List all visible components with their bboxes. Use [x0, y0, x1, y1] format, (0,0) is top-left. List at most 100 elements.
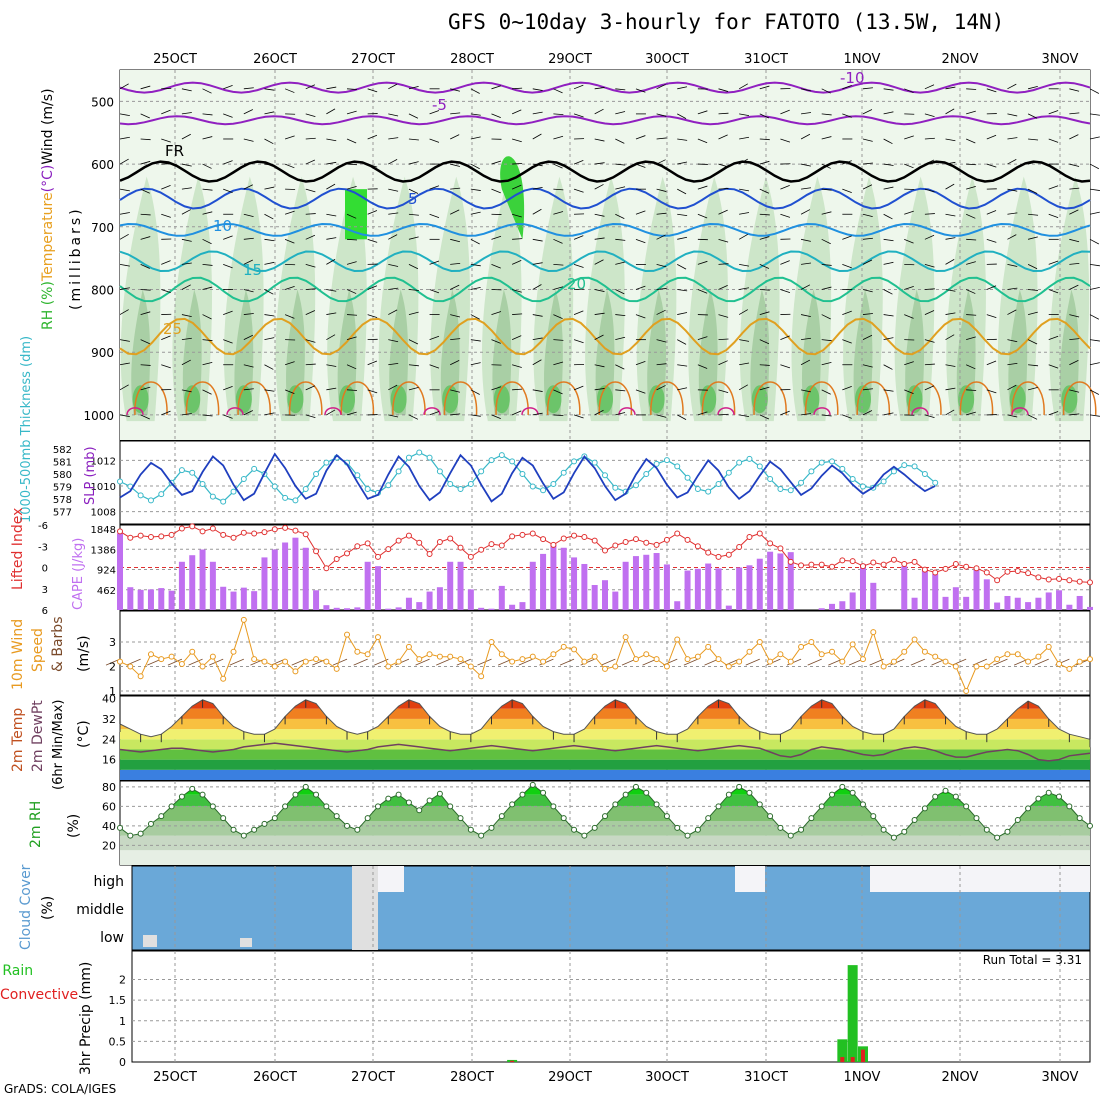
- thickness-point: [880, 478, 887, 485]
- wind10-point: [602, 665, 608, 672]
- wind-barb-10m: [559, 658, 575, 666]
- wind-barb: [966, 336, 976, 341]
- wind-barb: [161, 364, 171, 369]
- cape-bar: [736, 567, 743, 610]
- wind-barb: [615, 238, 626, 241]
- wind-barb: [1027, 161, 1038, 165]
- cape-bar: [457, 561, 464, 610]
- wind-barb: [346, 110, 357, 115]
- wind10-point: [261, 658, 268, 665]
- wind-barb: [450, 413, 461, 416]
- convective-bar: [510, 1060, 515, 1062]
- wind-barb: [161, 260, 171, 265]
- wind-barb: [161, 410, 171, 416]
- rh2m-point: [973, 815, 980, 822]
- convective-bar: [860, 1049, 865, 1062]
- wind-barb: [573, 414, 584, 419]
- cape-bar: [1025, 602, 1032, 610]
- wind10-tick: 2: [109, 660, 116, 673]
- wind-barb: [223, 264, 233, 269]
- thickness-point: [405, 454, 412, 461]
- date-label-top: 3NOV: [1042, 52, 1079, 67]
- wind10-point: [581, 658, 588, 665]
- wind-barb: [780, 335, 790, 341]
- li-point: [158, 533, 165, 540]
- wind-barb: [388, 212, 399, 215]
- thickness-point: [529, 483, 536, 490]
- li-point: [1076, 578, 1083, 585]
- rh2m-point: [602, 813, 608, 820]
- wind-barb: [161, 213, 171, 218]
- wind-barb: [904, 389, 914, 394]
- li-point: [1066, 577, 1073, 584]
- rh-shade: [636, 176, 677, 422]
- rh2m-point: [354, 826, 361, 833]
- wind-barb: [1027, 264, 1038, 270]
- cloud-panel: high middle low Cloud Cover (%): [18, 864, 1091, 951]
- wind-barb: [739, 287, 750, 290]
- cape-bar: [612, 591, 619, 610]
- li-point: [952, 560, 959, 567]
- li-point: [478, 546, 485, 553]
- rh2m-point: [251, 826, 258, 833]
- wind-barb: [945, 86, 956, 90]
- isotherm: [119, 160, 1091, 183]
- wind-barb: [739, 414, 750, 418]
- convective-bar: [840, 1057, 845, 1062]
- rh2m-point: [1066, 803, 1073, 810]
- wind-barb: [924, 288, 935, 290]
- wind-barb: [821, 238, 831, 245]
- isotherm-label: -5: [432, 96, 447, 114]
- thickness-point: [354, 472, 361, 479]
- li-point: [292, 527, 299, 534]
- wind-barb: [243, 259, 253, 265]
- rh2m-point: [364, 815, 371, 822]
- wind-barb: [243, 334, 253, 341]
- wind10-point: [777, 651, 784, 658]
- rh-shade: [791, 176, 832, 422]
- date-label-top: 2NOV: [942, 52, 979, 67]
- isotherm-35: [813, 407, 831, 416]
- wind-barb: [305, 288, 316, 290]
- temp-band: [120, 729, 1090, 740]
- wind-barb: [862, 237, 873, 240]
- cape-li-panel: 462 924 1386 1848 -3 -6 0 3 6 Lifted Index CAPE (J…: [10, 508, 1093, 617]
- wind-barb: [862, 259, 873, 265]
- wind10-point: [890, 658, 897, 665]
- rh-shade: [223, 176, 264, 422]
- cape-bar: [323, 605, 330, 610]
- wind-barb: [842, 235, 852, 240]
- wind-barb: [284, 210, 295, 215]
- wind-barb: [1048, 213, 1059, 219]
- wind-barb: [408, 387, 419, 391]
- wind-barb: [491, 160, 502, 165]
- wind-barb: [883, 213, 893, 220]
- wind-barb: [883, 412, 894, 416]
- wind-barb: [491, 311, 502, 315]
- rh-shade: [275, 176, 316, 422]
- wind10-point: [540, 658, 547, 665]
- wind10-point: [117, 658, 123, 665]
- wind-barb: [1089, 389, 1100, 395]
- wind-barb: [1007, 159, 1017, 165]
- date-label-bottom: 25OCT: [153, 1070, 197, 1085]
- cape-bar: [117, 533, 123, 610]
- isotherm-30: [1011, 381, 1045, 415]
- cape-tick: 1848: [91, 525, 116, 536]
- thickness-point: [271, 483, 278, 490]
- wind-barb: [924, 159, 935, 165]
- wind10-point: [1035, 653, 1042, 660]
- rh2m-point: [405, 799, 412, 806]
- wind-barb: [800, 209, 811, 215]
- rh2m-point: [467, 826, 474, 833]
- thickness-point: [715, 481, 722, 488]
- thickness-point: [705, 488, 712, 495]
- li-point: [1056, 575, 1063, 582]
- wind-barb: [140, 213, 151, 216]
- wind10-label: & Barbs: [50, 617, 66, 673]
- wind-barb: [367, 285, 378, 290]
- wind10-point: [767, 658, 774, 665]
- wind-barb: [800, 359, 811, 366]
- wind-barb: [223, 160, 233, 165]
- cape-bar: [374, 566, 381, 610]
